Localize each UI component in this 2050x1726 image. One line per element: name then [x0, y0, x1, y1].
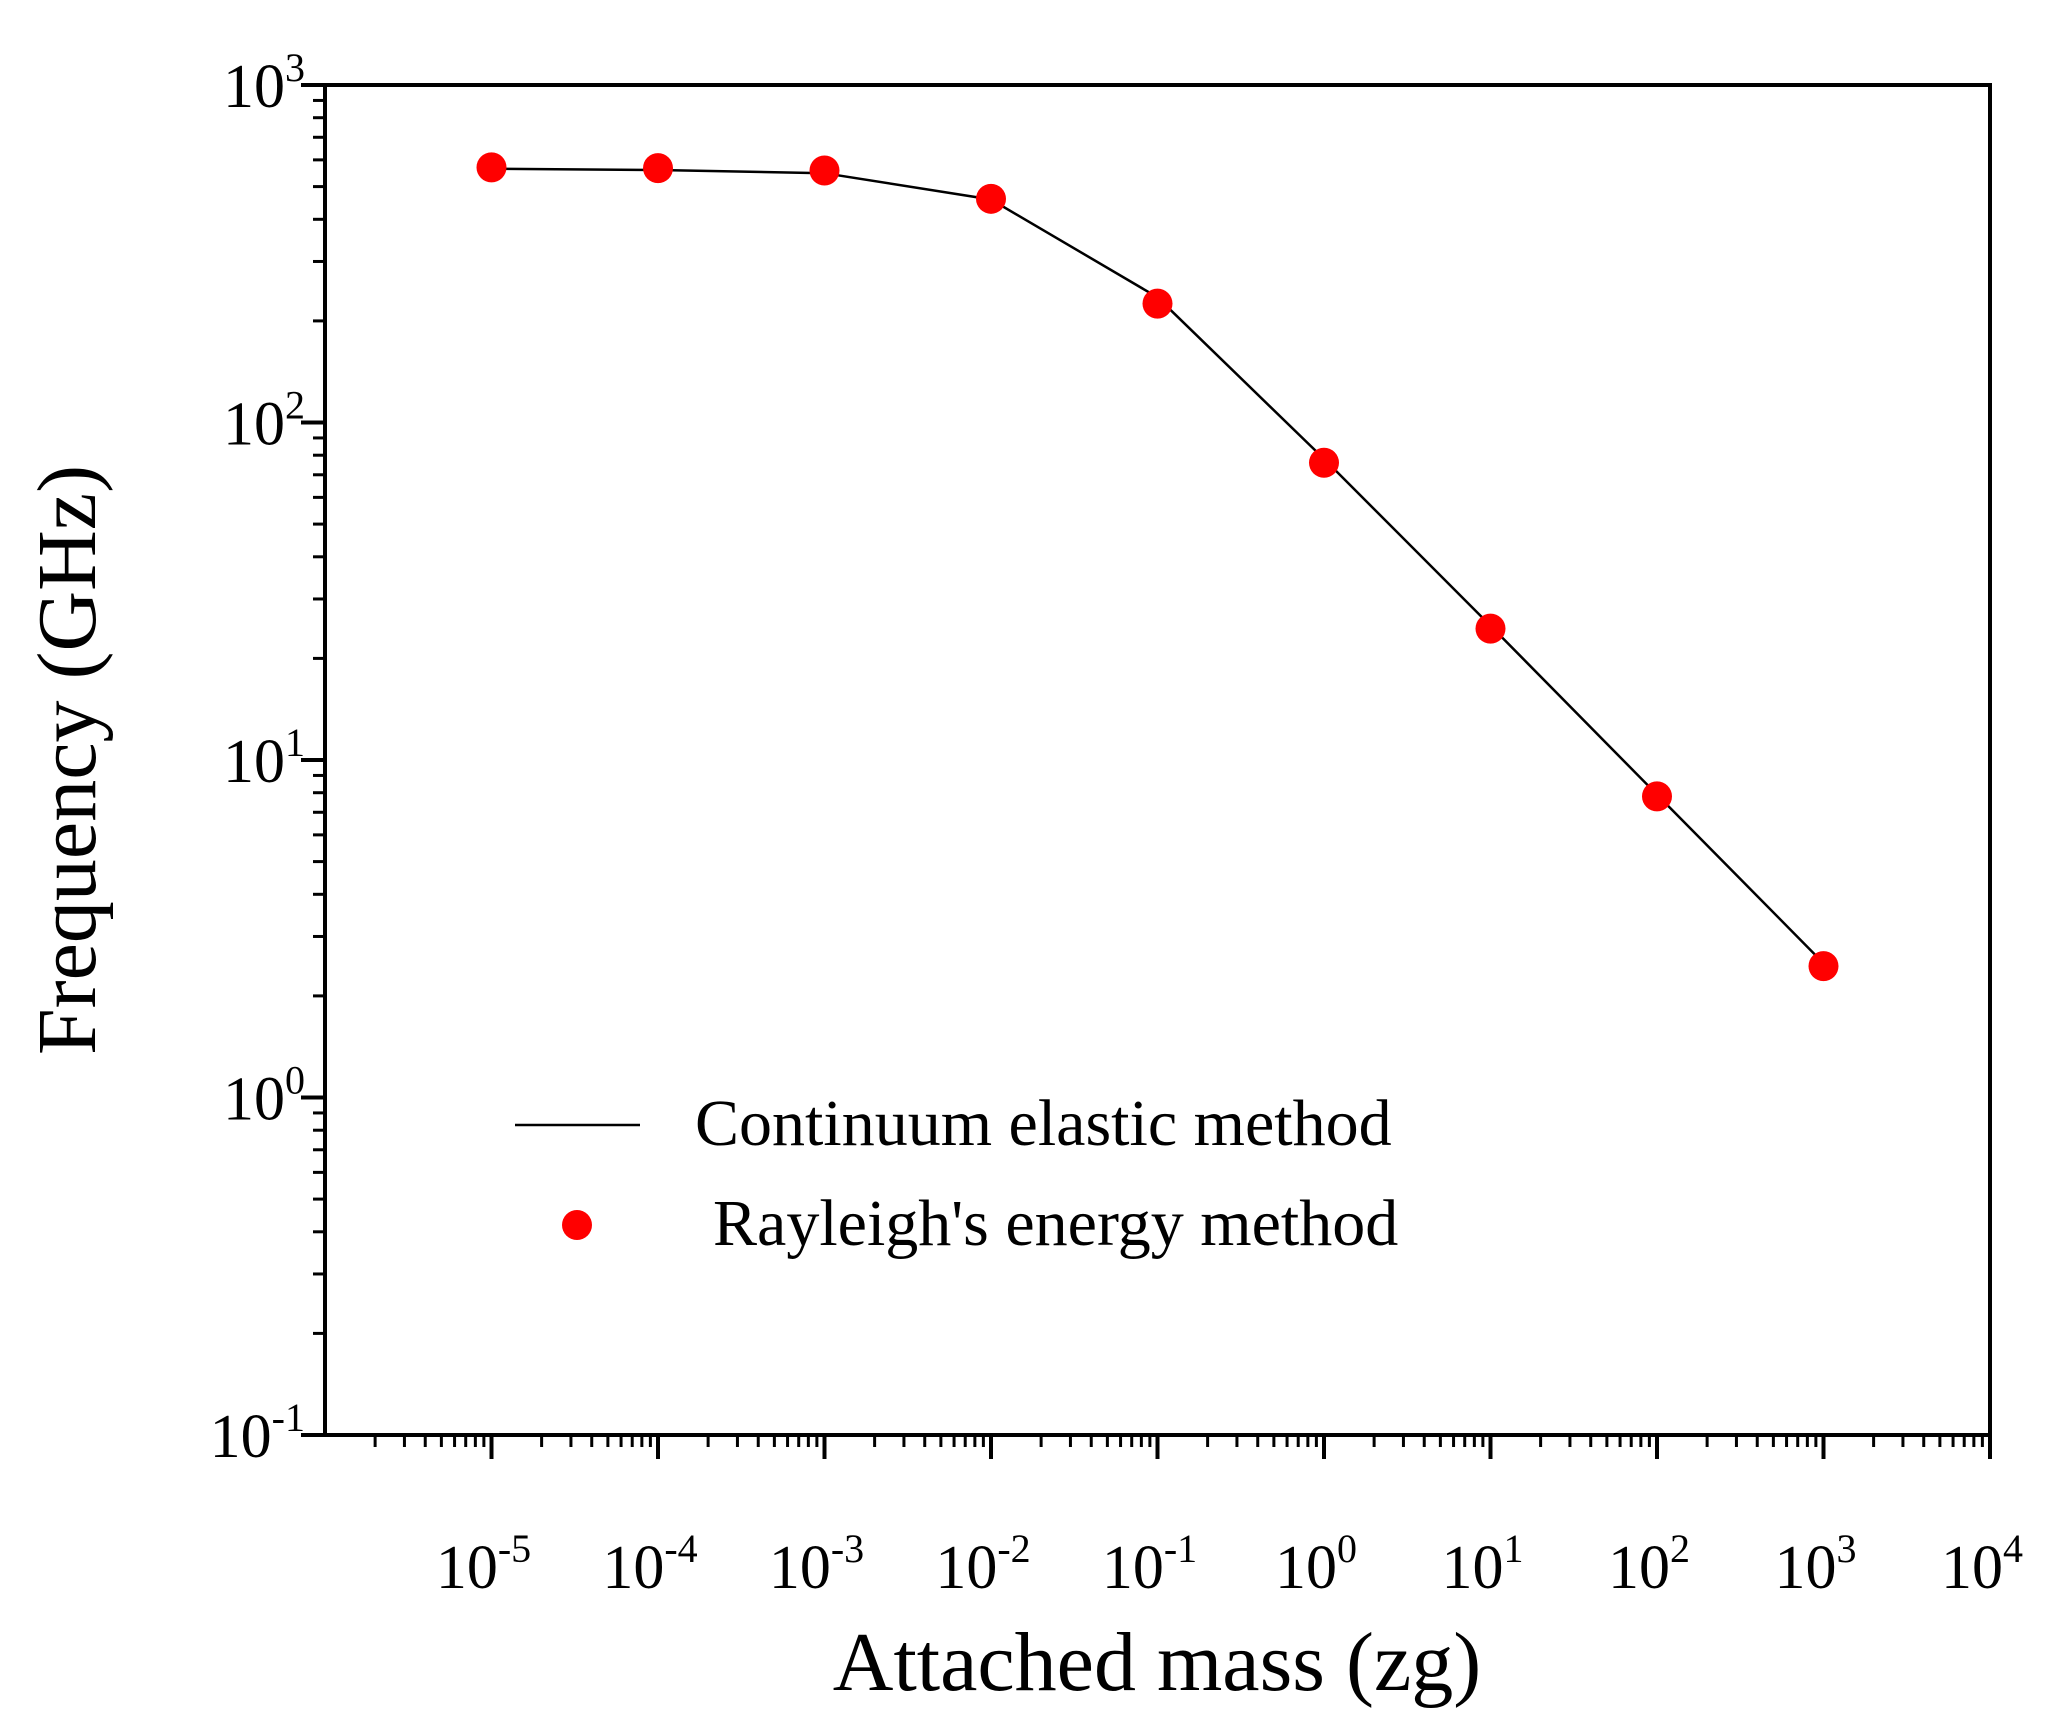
- x-tick-label-exponent: 2: [1670, 1526, 1690, 1571]
- data-point-rayleigh: [643, 153, 673, 184]
- x-tick-label-exponent: -2: [997, 1526, 1030, 1571]
- x-tick-label-base: 10: [1102, 1534, 1164, 1602]
- x-tick-label: 10-5: [436, 1526, 531, 1602]
- y-tick-label-exponent: 2: [285, 383, 305, 428]
- x-tick-label-base: 10: [1775, 1534, 1837, 1602]
- x-tick-label: 101: [1442, 1526, 1524, 1602]
- y-tick-label: 102: [223, 383, 305, 459]
- legend-label-rayleigh: Rayleigh's energy method: [713, 1187, 1398, 1260]
- data-point-rayleigh: [1642, 781, 1672, 812]
- x-tick-label-base: 10: [1442, 1534, 1504, 1602]
- x-tick-label: 104: [1941, 1526, 2023, 1602]
- x-tick-label: 10-2: [935, 1526, 1030, 1602]
- x-tick-label-exponent: 3: [1837, 1526, 1857, 1571]
- x-axis: 10-5 10-4 10-3 10-2 10-1 100 101 102 103 104: [373, 1435, 2023, 1602]
- legend-marker-swatch: [562, 1210, 592, 1240]
- series-line-continuum: [491, 167, 1825, 965]
- x-tick-label-exponent: -4: [664, 1526, 697, 1571]
- y-tick-label-base: 10: [223, 728, 285, 796]
- y-tick-label-exponent: -1: [272, 1395, 305, 1440]
- data-point-rayleigh: [1309, 447, 1339, 478]
- x-tick-label-base: 10: [1608, 1534, 1670, 1602]
- x-tick-label-exponent: -5: [498, 1526, 531, 1571]
- y-tick-label-base: 10: [210, 1403, 272, 1471]
- series-layer: [476, 152, 1839, 982]
- x-tick-label: 100: [1275, 1526, 1357, 1602]
- y-axis-label: Frequency (GHz): [21, 465, 114, 1055]
- x-tick-label-exponent: 4: [2003, 1526, 2023, 1571]
- y-tick-label-base: 10: [223, 1066, 285, 1134]
- x-tick-label-exponent: -1: [1164, 1526, 1197, 1571]
- x-tick-label-base: 10: [1941, 1534, 2003, 1602]
- data-point-rayleigh: [809, 155, 840, 186]
- x-tick-label-exponent: 1: [1504, 1526, 1524, 1571]
- y-tick-label: 103: [223, 45, 305, 121]
- data-point-rayleigh: [1808, 951, 1839, 982]
- x-tick-label-base: 10: [1275, 1534, 1337, 1602]
- x-tick-label-base: 10: [769, 1534, 831, 1602]
- x-tick-label: 102: [1608, 1526, 1690, 1602]
- y-tick-label: 101: [223, 720, 305, 796]
- data-point-rayleigh: [976, 183, 1006, 214]
- y-tick-label: 10-1: [210, 1395, 305, 1471]
- x-tick-label: 103: [1775, 1526, 1857, 1602]
- x-tick-label: 10-1: [1102, 1526, 1197, 1602]
- y-tick-label-base: 10: [223, 53, 285, 121]
- x-tick-label-exponent: 0: [1337, 1526, 1357, 1571]
- x-tick-label-base: 10: [935, 1534, 997, 1602]
- y-tick-label-exponent: 1: [285, 720, 305, 765]
- y-tick-label-exponent: 3: [285, 45, 305, 90]
- x-tick-label: 10-4: [602, 1526, 697, 1602]
- x-tick-label-base: 10: [436, 1534, 498, 1602]
- y-tick-label-base: 10: [223, 391, 285, 459]
- legend-label-continuum: Continuum elastic method: [695, 1087, 1392, 1160]
- y-tick-label: 100: [223, 1058, 305, 1134]
- x-tick-label-exponent: -3: [831, 1526, 864, 1571]
- data-point-rayleigh: [1475, 613, 1506, 644]
- data-point-rayleigh: [476, 152, 507, 183]
- legend: Continuum elastic method Rayleigh's energ…: [515, 1087, 1398, 1260]
- x-tick-label-base: 10: [602, 1534, 664, 1602]
- data-point-rayleigh: [1142, 288, 1173, 319]
- x-tick-label: 10-3: [769, 1526, 864, 1602]
- x-axis-label: Attached mass (zg): [833, 1616, 1481, 1709]
- y-tick-label-exponent: 0: [285, 1058, 305, 1103]
